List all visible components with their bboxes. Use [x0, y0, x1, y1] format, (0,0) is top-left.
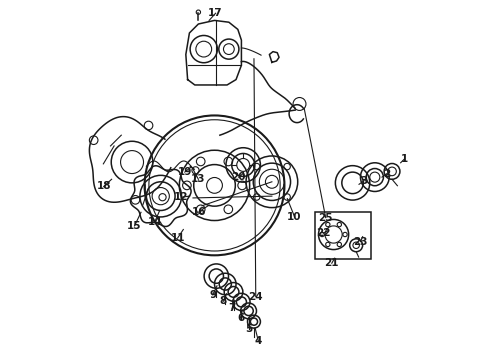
Text: 22: 22: [316, 228, 330, 238]
Text: 8: 8: [220, 296, 227, 306]
Text: 19: 19: [177, 167, 192, 177]
Text: 14: 14: [147, 217, 162, 227]
Text: 21: 21: [324, 258, 339, 268]
Text: 7: 7: [228, 303, 236, 314]
Text: 1: 1: [401, 154, 408, 164]
Bar: [315, 212, 370, 259]
Text: 4: 4: [255, 336, 262, 346]
Text: 17: 17: [208, 8, 223, 18]
Text: 11: 11: [171, 233, 185, 243]
Text: 6: 6: [238, 313, 245, 323]
Text: 10: 10: [287, 212, 302, 221]
Text: 2: 2: [383, 168, 391, 179]
Text: 13: 13: [191, 174, 206, 184]
Text: 5: 5: [245, 324, 253, 334]
Text: 15: 15: [127, 221, 142, 231]
Text: 3: 3: [361, 176, 368, 186]
Text: 23: 23: [353, 237, 368, 247]
Text: 20: 20: [231, 172, 246, 182]
Text: 12: 12: [174, 192, 189, 202]
Text: 25: 25: [318, 213, 333, 222]
Text: 18: 18: [97, 181, 111, 192]
Text: 16: 16: [192, 207, 206, 217]
Text: 9: 9: [209, 290, 216, 300]
Text: 24: 24: [248, 292, 263, 302]
